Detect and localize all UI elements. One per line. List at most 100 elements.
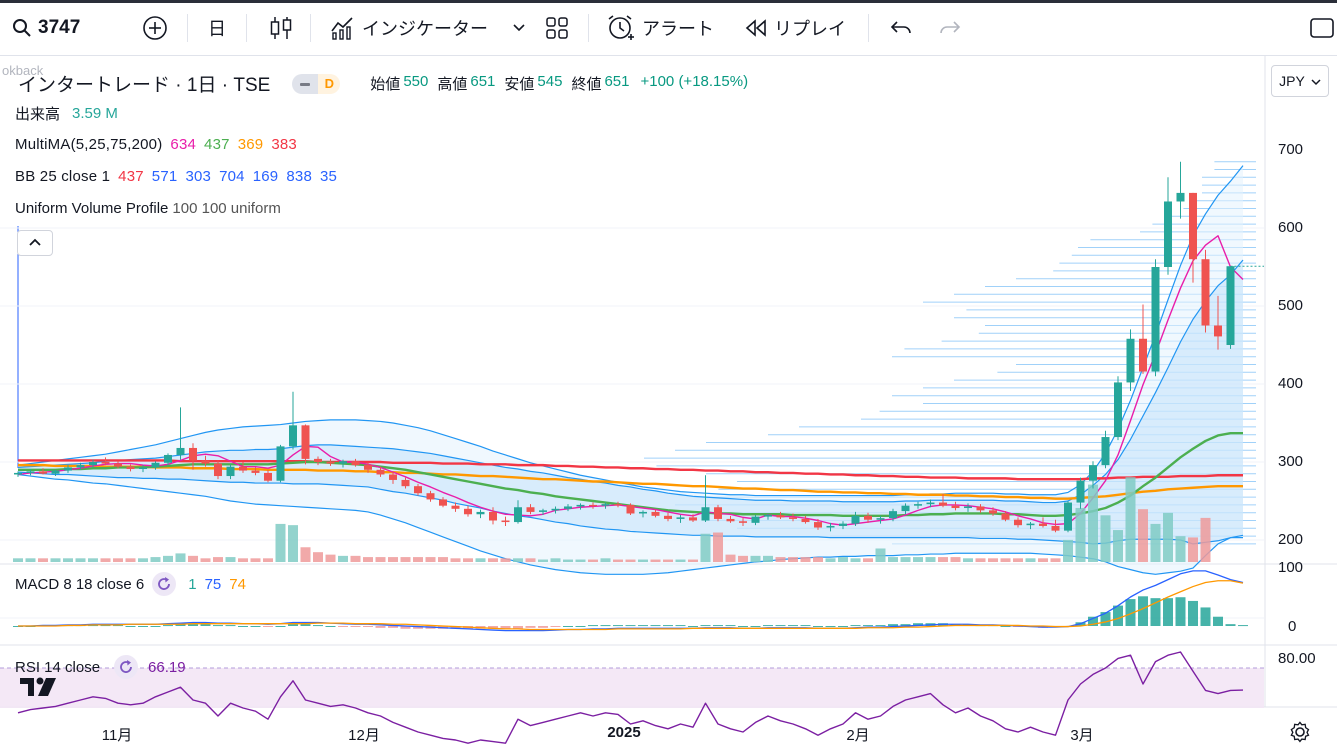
volume-bar	[25, 558, 36, 562]
alert-button[interactable]: アラート	[606, 12, 714, 44]
rsi-legend: RSI 14 close 66.19	[15, 655, 186, 679]
bb-value: 169	[252, 168, 279, 185]
candle-body	[814, 522, 822, 528]
search-icon	[12, 18, 32, 38]
chart-area[interactable]: okback インタートレード · 1日 · TSE D 始値 550 高値 651…	[0, 56, 1337, 749]
macd-hist-bar	[863, 625, 873, 627]
volume-bar	[500, 558, 511, 562]
volume-bar	[913, 557, 923, 562]
candle-body	[1214, 325, 1222, 337]
volume-bar	[575, 559, 586, 562]
interval-label: 日	[208, 19, 226, 39]
candle-body	[739, 521, 747, 523]
collapse-legend-button[interactable]	[17, 230, 53, 256]
chart-canvas[interactable]	[0, 56, 1337, 749]
price-axis-label: 600	[1278, 219, 1304, 236]
symbol-search[interactable]: 3747	[12, 12, 80, 44]
undo-button[interactable]	[889, 12, 913, 44]
candle-body	[451, 505, 460, 509]
volume-bar	[613, 559, 623, 562]
macd-hist-bar	[375, 626, 386, 628]
macd-hist-bar	[875, 625, 886, 627]
interval-button[interactable]: 日	[208, 12, 226, 44]
high-label: 高値	[437, 76, 468, 93]
macd-hist-bar	[800, 625, 811, 627]
macd-hist-bar	[688, 626, 698, 627]
templates-button[interactable]	[545, 12, 569, 44]
indicators-dropdown-button[interactable]	[512, 12, 526, 44]
macd-hist-bar	[600, 625, 611, 627]
candle-body	[989, 510, 997, 514]
volume-bar	[1175, 536, 1186, 562]
volume-bar	[225, 557, 236, 562]
bb-lower-1-line	[17, 471, 1244, 545]
ohlc-values: 始値 550 高値 651 安値 545 終値 651 +100 (+18.15%)	[370, 73, 748, 94]
time-axis-label: 3月	[1070, 727, 1094, 744]
tradingview-logo[interactable]	[18, 674, 62, 698]
candle-body	[64, 467, 72, 471]
volume-bar	[788, 557, 798, 562]
candle-body	[914, 504, 922, 506]
volume-bar	[400, 557, 411, 562]
volume-bar	[800, 557, 811, 562]
replay-button[interactable]: リプレイ	[744, 12, 846, 44]
macd-hist-bar	[813, 626, 823, 627]
chevron-up-icon	[28, 234, 42, 252]
candle-body	[714, 507, 722, 519]
toolbar-divider	[246, 14, 247, 42]
macd-hist-bar	[325, 626, 336, 627]
candle-body	[76, 465, 85, 468]
alarm-clock-icon	[606, 13, 636, 43]
volume-bar	[1013, 558, 1023, 562]
market-status-badge: D	[292, 73, 341, 94]
high-value: 651	[470, 73, 496, 90]
candle-body	[401, 479, 410, 487]
bb-upper-2-line	[17, 165, 1244, 497]
macd-hist-bar	[288, 624, 298, 626]
macd-hist-bar	[388, 626, 398, 628]
volume-bar	[513, 558, 523, 562]
macd-hist-bar	[150, 626, 161, 627]
symbol-title: インタートレード · 1日 · TSE	[18, 75, 271, 96]
volume-value: 3.59 M	[72, 105, 118, 122]
currency-button[interactable]: JPY	[1271, 65, 1329, 97]
candle-body	[189, 447, 197, 461]
main-legend: インタートレード · 1日 · TSE D 始値 550 高値 651 安値 545 …	[18, 70, 748, 97]
macd-hist-bar	[700, 625, 711, 627]
refresh-icon[interactable]	[114, 655, 139, 679]
settings-icon[interactable]	[1289, 721, 1311, 743]
volume-bar	[488, 558, 498, 562]
indicators-button[interactable]: インジケーター	[330, 12, 488, 44]
volume-bar	[638, 559, 648, 562]
macd-hist-bar	[575, 626, 586, 627]
bb-value: 571	[151, 168, 178, 185]
candle-body	[901, 505, 910, 512]
candle-body	[114, 463, 122, 467]
candle-body	[589, 504, 597, 507]
macd-hist-bar	[88, 625, 98, 627]
plus-circle-icon	[141, 14, 169, 42]
price-axis-label: 300	[1278, 453, 1304, 470]
candle-body	[1101, 437, 1110, 466]
candle-body	[664, 515, 672, 519]
volume-bar	[200, 558, 211, 562]
volume-bar	[588, 559, 598, 562]
layout-button[interactable]	[1309, 12, 1335, 44]
macd-hist-bar	[550, 626, 561, 627]
macd-hist-bar	[1163, 598, 1173, 626]
refresh-icon[interactable]	[152, 572, 177, 596]
chart-type-button[interactable]	[268, 12, 294, 44]
volume-bar	[1063, 539, 1073, 562]
toolbar-divider	[310, 14, 311, 42]
redo-button[interactable]	[938, 12, 962, 44]
volume-bar	[1038, 558, 1048, 562]
candle-body	[89, 462, 97, 466]
macd-hist-bar	[1188, 600, 1198, 626]
candle-body	[1176, 192, 1185, 202]
macd-label: MACD 8 18 close 6	[15, 575, 145, 593]
candle-body	[251, 470, 260, 473]
toolbar-divider	[868, 14, 869, 42]
compare-symbol-button[interactable]	[141, 12, 169, 44]
symbol-label: 3747	[38, 17, 81, 38]
macd-hist-bar	[1150, 598, 1161, 626]
